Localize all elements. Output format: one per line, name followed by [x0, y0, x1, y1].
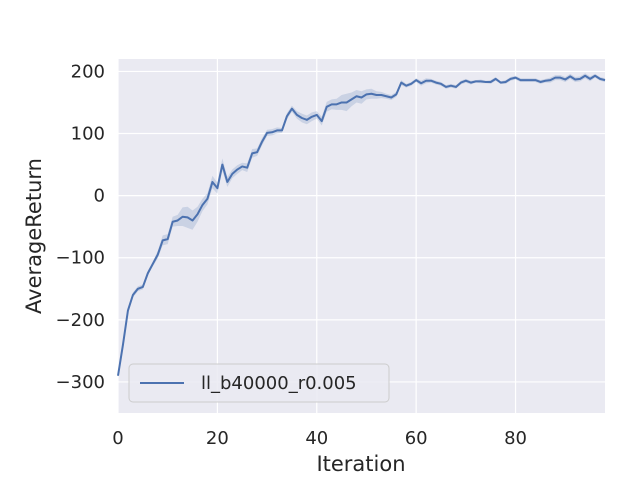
x-tick-labels: 0 20 40 60 80	[112, 428, 527, 449]
x-tick-label: 40	[305, 428, 328, 449]
x-tick-label: 0	[112, 428, 123, 449]
y-tick-label: 0	[94, 186, 105, 207]
x-tick-label: 20	[206, 428, 229, 449]
y-tick-label: 200	[71, 61, 105, 82]
y-tick-label: −300	[56, 372, 105, 393]
x-tick-label: 80	[504, 428, 527, 449]
legend-label: ll_b40000_r0.005	[201, 373, 357, 394]
x-axis-label: Iteration	[316, 452, 405, 476]
y-tick-label: 100	[71, 124, 105, 145]
y-tick-label: −100	[56, 248, 105, 269]
legend-box	[128, 363, 390, 403]
x-tick-label: 60	[405, 428, 428, 449]
series-line	[117, 74, 606, 376]
y-tick-label: −200	[56, 310, 105, 331]
legend: ll_b40000_r0.005	[128, 363, 390, 403]
y-tick-labels: −300 −200 −100 0 100 200	[56, 61, 105, 393]
y-axis-label: AverageReturn	[22, 158, 46, 314]
plot-background	[118, 59, 605, 413]
